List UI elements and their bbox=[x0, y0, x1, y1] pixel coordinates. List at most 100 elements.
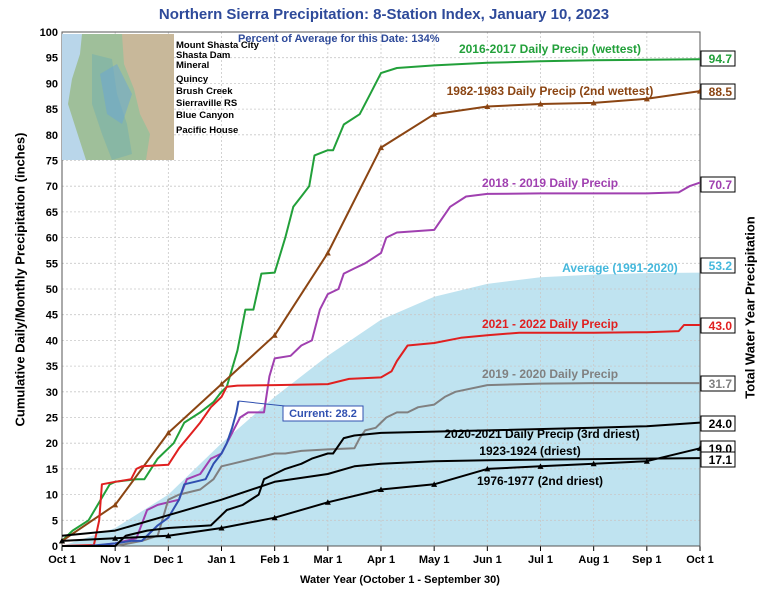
series-marker bbox=[378, 144, 384, 151]
total-value: 43.0 bbox=[709, 319, 733, 333]
series-marker bbox=[537, 463, 544, 469]
x-tick-label: May 1 bbox=[419, 554, 450, 566]
y-tick-label: 0 bbox=[52, 541, 58, 553]
y-tick-label: 55 bbox=[46, 258, 58, 270]
series-line bbox=[61, 324, 700, 547]
series-marker bbox=[324, 250, 331, 256]
station-label-mineral: Mineral bbox=[176, 60, 210, 71]
total-box bbox=[700, 375, 736, 392]
station-label-shasta-dam: Shasta Dam bbox=[176, 50, 231, 61]
x-tick-label: Aug 1 bbox=[578, 554, 609, 566]
total-value: 53.2 bbox=[709, 259, 733, 273]
y-tick-label: 50 bbox=[46, 284, 58, 296]
y-tick-label: 45 bbox=[46, 310, 58, 322]
series-label: 1982-1983 Daily Precip (2nd wettest) bbox=[447, 84, 654, 98]
current-label-box bbox=[282, 405, 364, 422]
series-label: 2021 - 2022 Daily Precip bbox=[482, 317, 618, 331]
total-value: 88.5 bbox=[709, 85, 733, 99]
series-marker bbox=[271, 514, 278, 521]
series-marker bbox=[324, 499, 331, 505]
y-tick-label: 20 bbox=[46, 438, 58, 450]
y-tick-label: 95 bbox=[46, 53, 58, 65]
plot-frame bbox=[61, 31, 701, 547]
total-box bbox=[700, 83, 736, 100]
total-value: 94.7 bbox=[709, 52, 733, 66]
y-tick-label: 10 bbox=[46, 490, 58, 502]
x-tick-label: Apr 1 bbox=[367, 554, 395, 566]
x-tick-label: Nov 1 bbox=[100, 554, 130, 566]
total-box bbox=[700, 415, 736, 432]
y-tick-label: 30 bbox=[46, 387, 58, 399]
x-axis-label: Water Year (October 1 - September 30) bbox=[300, 574, 500, 586]
series-marker bbox=[218, 381, 225, 387]
y-tick-label: 60 bbox=[46, 233, 58, 245]
series-label: 2016-2017 Daily Precip (wettest) bbox=[459, 42, 641, 56]
station-label-mount-shasta: Mount Shasta City bbox=[176, 40, 259, 51]
current-pointer bbox=[238, 400, 286, 407]
total-box bbox=[700, 451, 736, 468]
station-label-quincy: Quincy bbox=[176, 74, 209, 85]
x-tick-label: Jul 1 bbox=[528, 554, 553, 566]
california-map-image bbox=[62, 34, 174, 160]
x-tick-label: Oct 1 bbox=[686, 554, 714, 566]
series-marker bbox=[643, 458, 650, 464]
y-tick-label: 35 bbox=[46, 361, 58, 373]
x-tick-label: Jan 1 bbox=[207, 554, 235, 566]
x-tick-label: Mar 1 bbox=[313, 554, 342, 566]
total-value: 24.0 bbox=[709, 417, 733, 431]
series-line bbox=[61, 58, 701, 542]
series-label: 2018 - 2019 Daily Precip bbox=[482, 176, 618, 190]
total-box bbox=[700, 176, 736, 193]
total-value: 70.7 bbox=[709, 178, 733, 192]
series-line bbox=[62, 382, 700, 547]
total-box bbox=[700, 317, 736, 334]
station-label-pacific-house: Pacific House bbox=[176, 125, 239, 136]
y-tick-label: 25 bbox=[46, 413, 58, 425]
y-tick-label: 40 bbox=[46, 335, 58, 347]
x-tick-label: Dec 1 bbox=[154, 554, 183, 566]
x-tick-label: Sep 1 bbox=[632, 554, 661, 566]
series-marker bbox=[484, 103, 491, 110]
series-label: 1923-1924 (driest) bbox=[479, 444, 580, 458]
series-marker bbox=[431, 111, 438, 117]
series-marker bbox=[590, 99, 597, 106]
series-marker bbox=[378, 486, 384, 492]
series-label: Average (1991-2020) bbox=[562, 261, 678, 275]
y-tick-label: 80 bbox=[46, 130, 58, 142]
station-label-brush-creek: Brush Creek bbox=[176, 86, 233, 97]
station-label-sierraville: Sierraville RS bbox=[176, 98, 238, 109]
series-label: 1976-1977 (2nd driest) bbox=[477, 474, 603, 488]
total-box bbox=[700, 257, 736, 274]
chart-title: Northern Sierra Precipitation: 8-Station… bbox=[158, 6, 610, 23]
total-value: 31.7 bbox=[709, 377, 733, 391]
series-marker bbox=[643, 95, 650, 102]
series-label: 2019 - 2020 Daily Precip bbox=[482, 367, 618, 381]
x-tick-label: Feb 1 bbox=[260, 554, 289, 566]
inset-map bbox=[62, 34, 174, 160]
y-tick-label: 70 bbox=[46, 181, 58, 193]
current-label-text: Current: 28.2 bbox=[289, 408, 357, 420]
y-tick-label: 90 bbox=[46, 78, 58, 90]
y-tick-label: 100 bbox=[40, 27, 58, 39]
x-tick-label: Oct 1 bbox=[48, 554, 76, 566]
y-tick-label: 5 bbox=[52, 515, 58, 527]
series-marker bbox=[165, 429, 172, 436]
series-line bbox=[62, 400, 240, 547]
y-tick-label: 85 bbox=[46, 104, 58, 116]
series-marker bbox=[59, 537, 65, 544]
series-line bbox=[62, 421, 701, 547]
series-label: 2020-2021 Daily Precip (3rd driest) bbox=[444, 427, 639, 441]
y-tick-label: 15 bbox=[46, 464, 58, 476]
series-marker bbox=[537, 100, 544, 107]
x-tick-label: Jun 1 bbox=[473, 554, 502, 566]
series-marker bbox=[112, 501, 119, 508]
station-label-blue-canyon: Blue Canyon bbox=[176, 110, 235, 121]
series-line bbox=[61, 457, 701, 537]
total-value: 17.1 bbox=[709, 453, 733, 467]
total-box bbox=[700, 50, 736, 67]
series-marker bbox=[590, 460, 597, 467]
series-marker bbox=[218, 525, 225, 531]
percent-of-average: Percent of Average for this Date: 134% bbox=[238, 33, 440, 45]
series-marker bbox=[112, 535, 119, 541]
